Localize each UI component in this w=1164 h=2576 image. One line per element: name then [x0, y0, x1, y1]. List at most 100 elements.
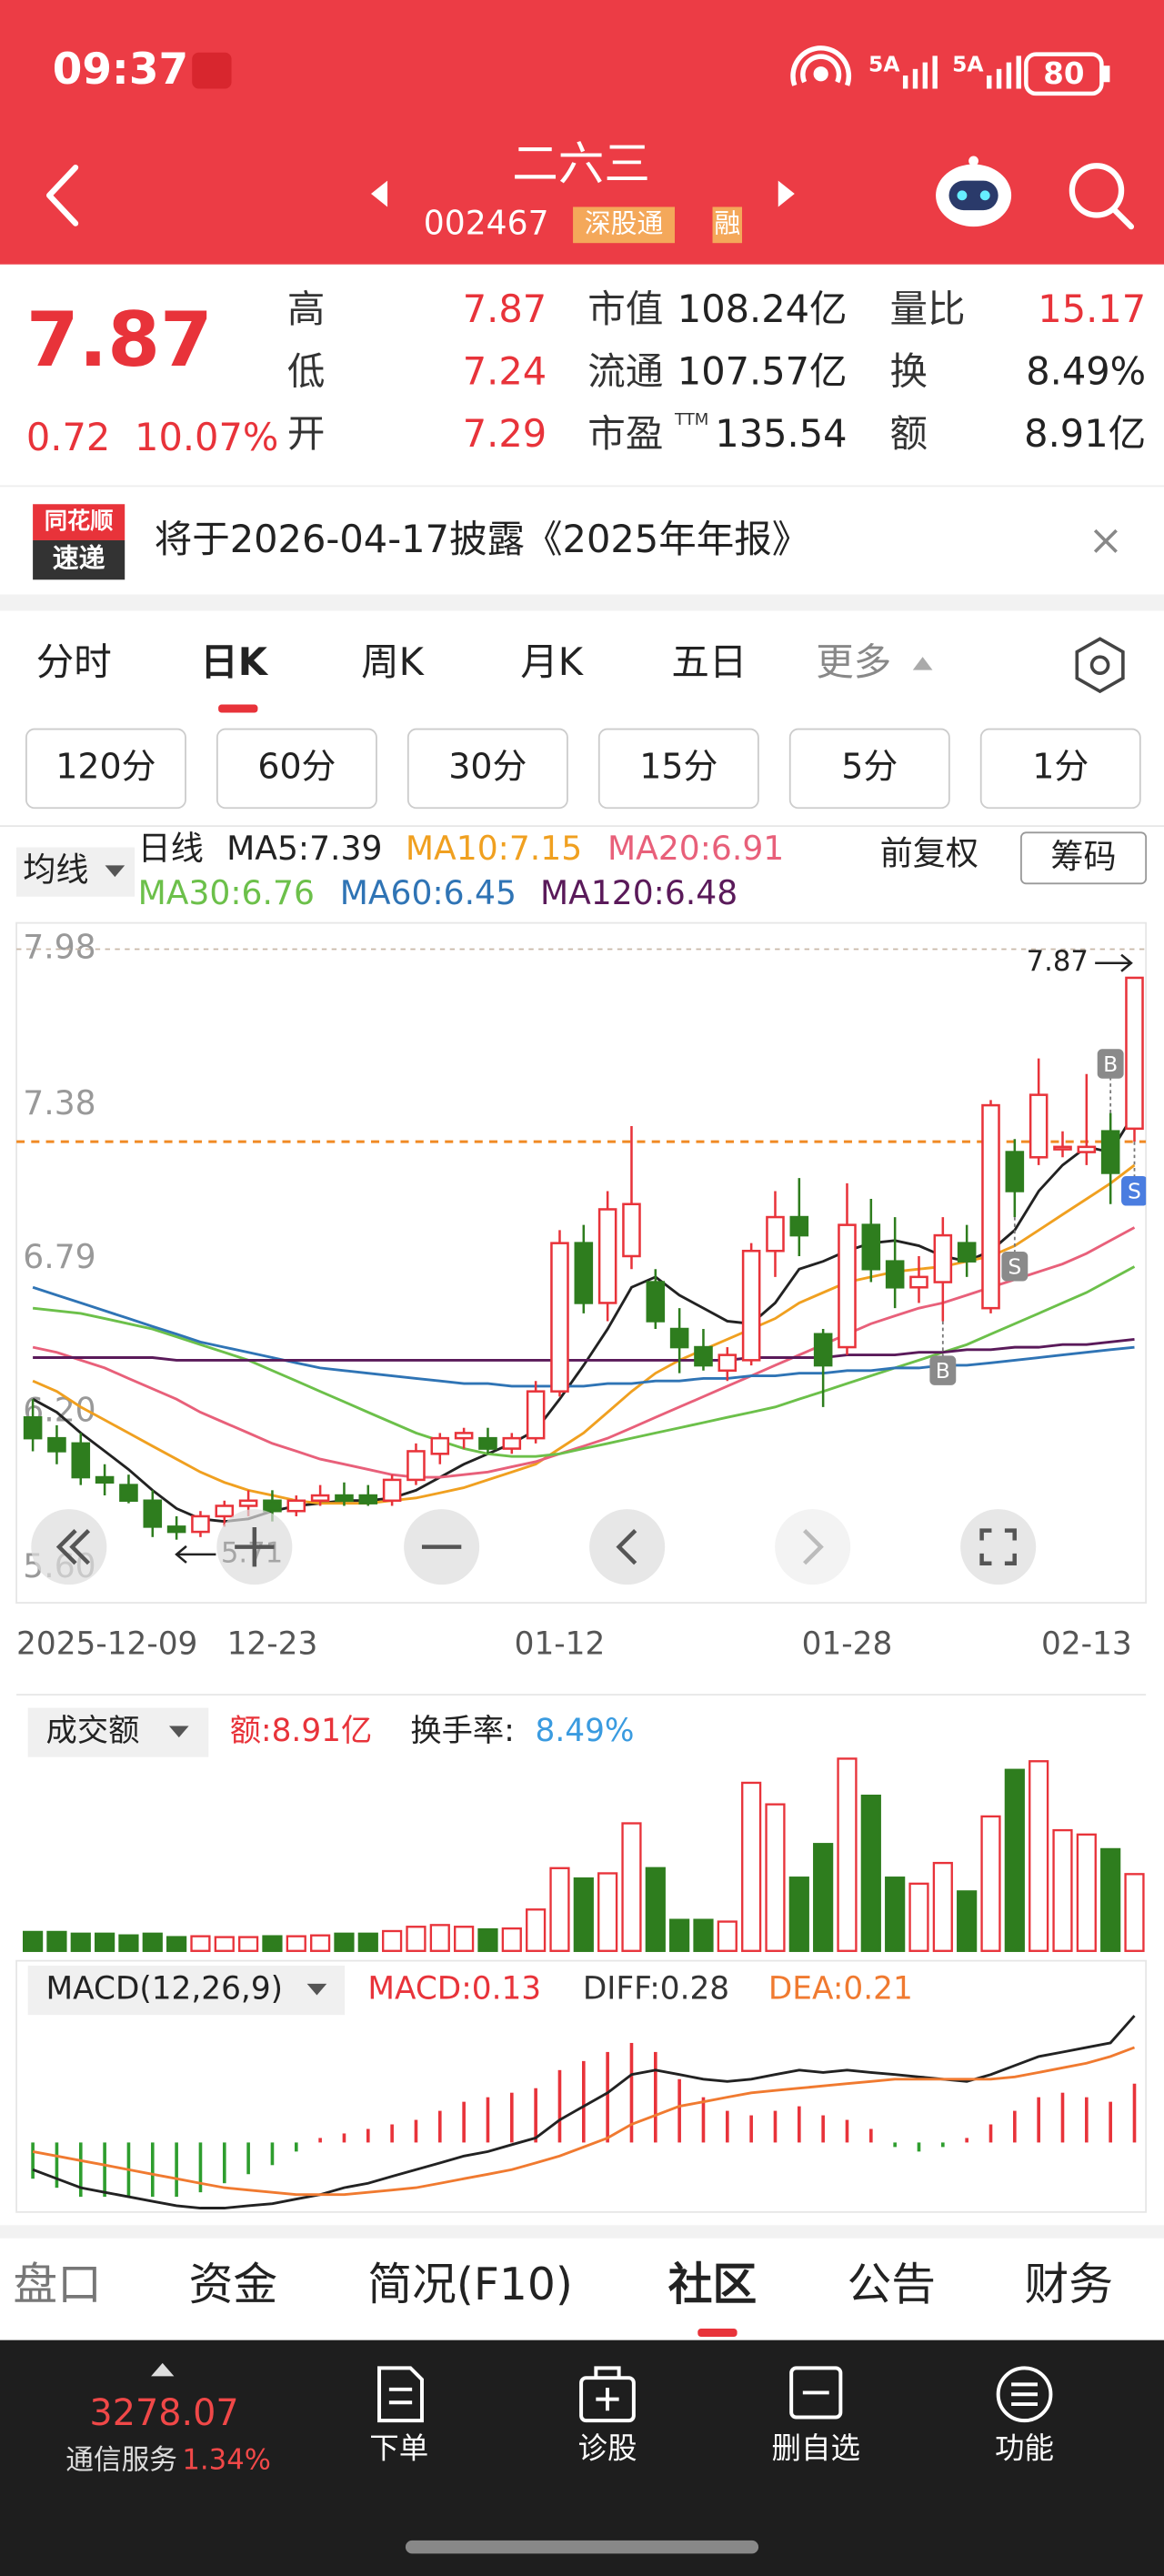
bottom-tab[interactable]: 盘口 — [13, 2259, 101, 2310]
period-tab[interactable]: 更多 — [816, 639, 891, 684]
volume-bar — [597, 1872, 618, 1952]
period-tab[interactable]: 月K — [520, 639, 585, 684]
candle-body — [813, 1333, 833, 1367]
assistant-button[interactable] — [936, 156, 1012, 227]
interval-label: 15分 — [639, 746, 717, 786]
volume-bar — [70, 1932, 91, 1952]
volume-bar — [1100, 1847, 1121, 1952]
interval-button[interactable] — [597, 728, 759, 810]
macd-bar — [798, 2106, 801, 2143]
bottom-tab[interactable]: 资金 — [189, 2259, 277, 2310]
sector-name: 通信服务 — [65, 2445, 177, 2477]
macd-bar — [270, 2142, 275, 2166]
battery — [1024, 52, 1104, 96]
macd-bar — [1060, 2092, 1065, 2143]
volume-bar — [1052, 1828, 1073, 1952]
search-button[interactable] — [1069, 163, 1135, 230]
macd-bar — [294, 2142, 298, 2152]
dropdown-arrow — [105, 865, 125, 878]
footer-action[interactable]: 功能 — [995, 2431, 1054, 2466]
macd-bar — [509, 2092, 514, 2143]
macd-bar — [222, 2142, 226, 2184]
stat-value: 7.87 — [463, 287, 547, 331]
settings-icon — [1089, 655, 1110, 676]
diagnose-icon — [579, 2376, 636, 2423]
footer-actions: 下单 诊股 删自选 功能 — [369, 2431, 1054, 2466]
candle-body — [789, 1215, 809, 1237]
footer-action[interactable]: 删自选 — [772, 2431, 860, 2466]
volume-label: 换手率: — [410, 1713, 514, 1749]
candle-body — [1077, 1145, 1097, 1153]
interval-label: 30分 — [448, 746, 527, 786]
notice-close[interactable] — [1093, 528, 1118, 553]
macd-bar — [749, 2115, 753, 2143]
control-fullscreen[interactable] — [960, 1509, 1037, 1585]
bottom-tab[interactable]: 财务 — [1025, 2259, 1113, 2310]
interval-button[interactable] — [216, 728, 377, 810]
x-tick-label: 01-12 — [515, 1625, 606, 1662]
control-next[interactable] — [775, 1509, 851, 1585]
volume-bar — [621, 1822, 642, 1952]
volume-bar — [1004, 1768, 1025, 1952]
stat-label: 市盈 — [587, 411, 663, 456]
home-indicator — [405, 2540, 759, 2554]
volume-bar — [429, 1924, 450, 1952]
control-first[interactable] — [31, 1509, 107, 1585]
selector-bg[interactable] — [27, 1966, 346, 2016]
stat-sup: TTM — [674, 410, 708, 429]
stat-value: 8.49% — [1026, 349, 1146, 394]
footer-action[interactable]: 诊股 — [577, 2431, 637, 2466]
candle-body — [1100, 1130, 1120, 1174]
macd-bar — [198, 2142, 203, 2193]
macd-bar — [1109, 2101, 1112, 2143]
expand-arrow[interactable] — [151, 2362, 175, 2377]
macd-bar — [582, 2060, 586, 2143]
stat-value: 107.57亿 — [677, 349, 848, 394]
footer-action[interactable]: 下单 — [369, 2431, 428, 2466]
trade-marker — [1001, 1251, 1029, 1282]
macd-panel — [15, 1959, 1148, 2213]
volume-bar — [1029, 1760, 1049, 1952]
badge-top — [33, 504, 125, 540]
candle-body — [1125, 976, 1144, 1131]
candle-body — [957, 1242, 977, 1263]
macd-bar — [246, 2142, 250, 2175]
bottom-tab[interactable]: 简况(F10) — [367, 2259, 573, 2310]
legend-entry: MA10:7.15 — [406, 829, 582, 868]
back-button[interactable] — [46, 164, 79, 226]
candle-body — [741, 1249, 761, 1362]
x-tick-label: 01-28 — [802, 1625, 893, 1662]
separator — [0, 2225, 1164, 2239]
control-icon — [235, 1526, 275, 1567]
stat-label: 流通 — [587, 349, 663, 394]
notice-bar[interactable] — [0, 486, 1164, 595]
interval-button[interactable] — [979, 728, 1141, 810]
period-tab[interactable]: 周K — [361, 639, 426, 684]
period-tab[interactable]: 分时 — [36, 639, 112, 684]
period-tab[interactable]: 日K — [200, 639, 269, 684]
control-icon — [803, 1529, 824, 1565]
period-tab[interactable]: 五日 — [671, 639, 747, 684]
bottom-tab[interactable]: 社区 — [668, 2259, 757, 2310]
macd-bar — [78, 2142, 83, 2198]
control-icon — [979, 1528, 1017, 1565]
interval-button[interactable] — [406, 728, 568, 810]
volume-bar — [454, 1926, 475, 1952]
adjust-mode[interactable]: 前复权 — [880, 834, 978, 873]
control-prev[interactable] — [589, 1509, 666, 1585]
bottom-tab[interactable]: 公告 — [848, 2259, 936, 2310]
volume-label: 8.49% — [536, 1713, 635, 1749]
prev-stock[interactable] — [371, 180, 388, 207]
max-label: 7.87 — [1027, 946, 1089, 978]
next-stock[interactable] — [778, 180, 795, 207]
candle-body — [1005, 1151, 1025, 1192]
control-icon — [616, 1529, 637, 1565]
interval-button[interactable] — [25, 728, 186, 810]
volume-bar — [693, 1918, 714, 1952]
settings-button[interactable] — [1075, 637, 1125, 694]
chips-button[interactable] — [1020, 831, 1148, 885]
interval-button[interactable] — [788, 728, 950, 810]
macd-line — [32, 2046, 1136, 2197]
candle-body — [95, 1475, 115, 1484]
volume-bar — [741, 1781, 762, 1952]
